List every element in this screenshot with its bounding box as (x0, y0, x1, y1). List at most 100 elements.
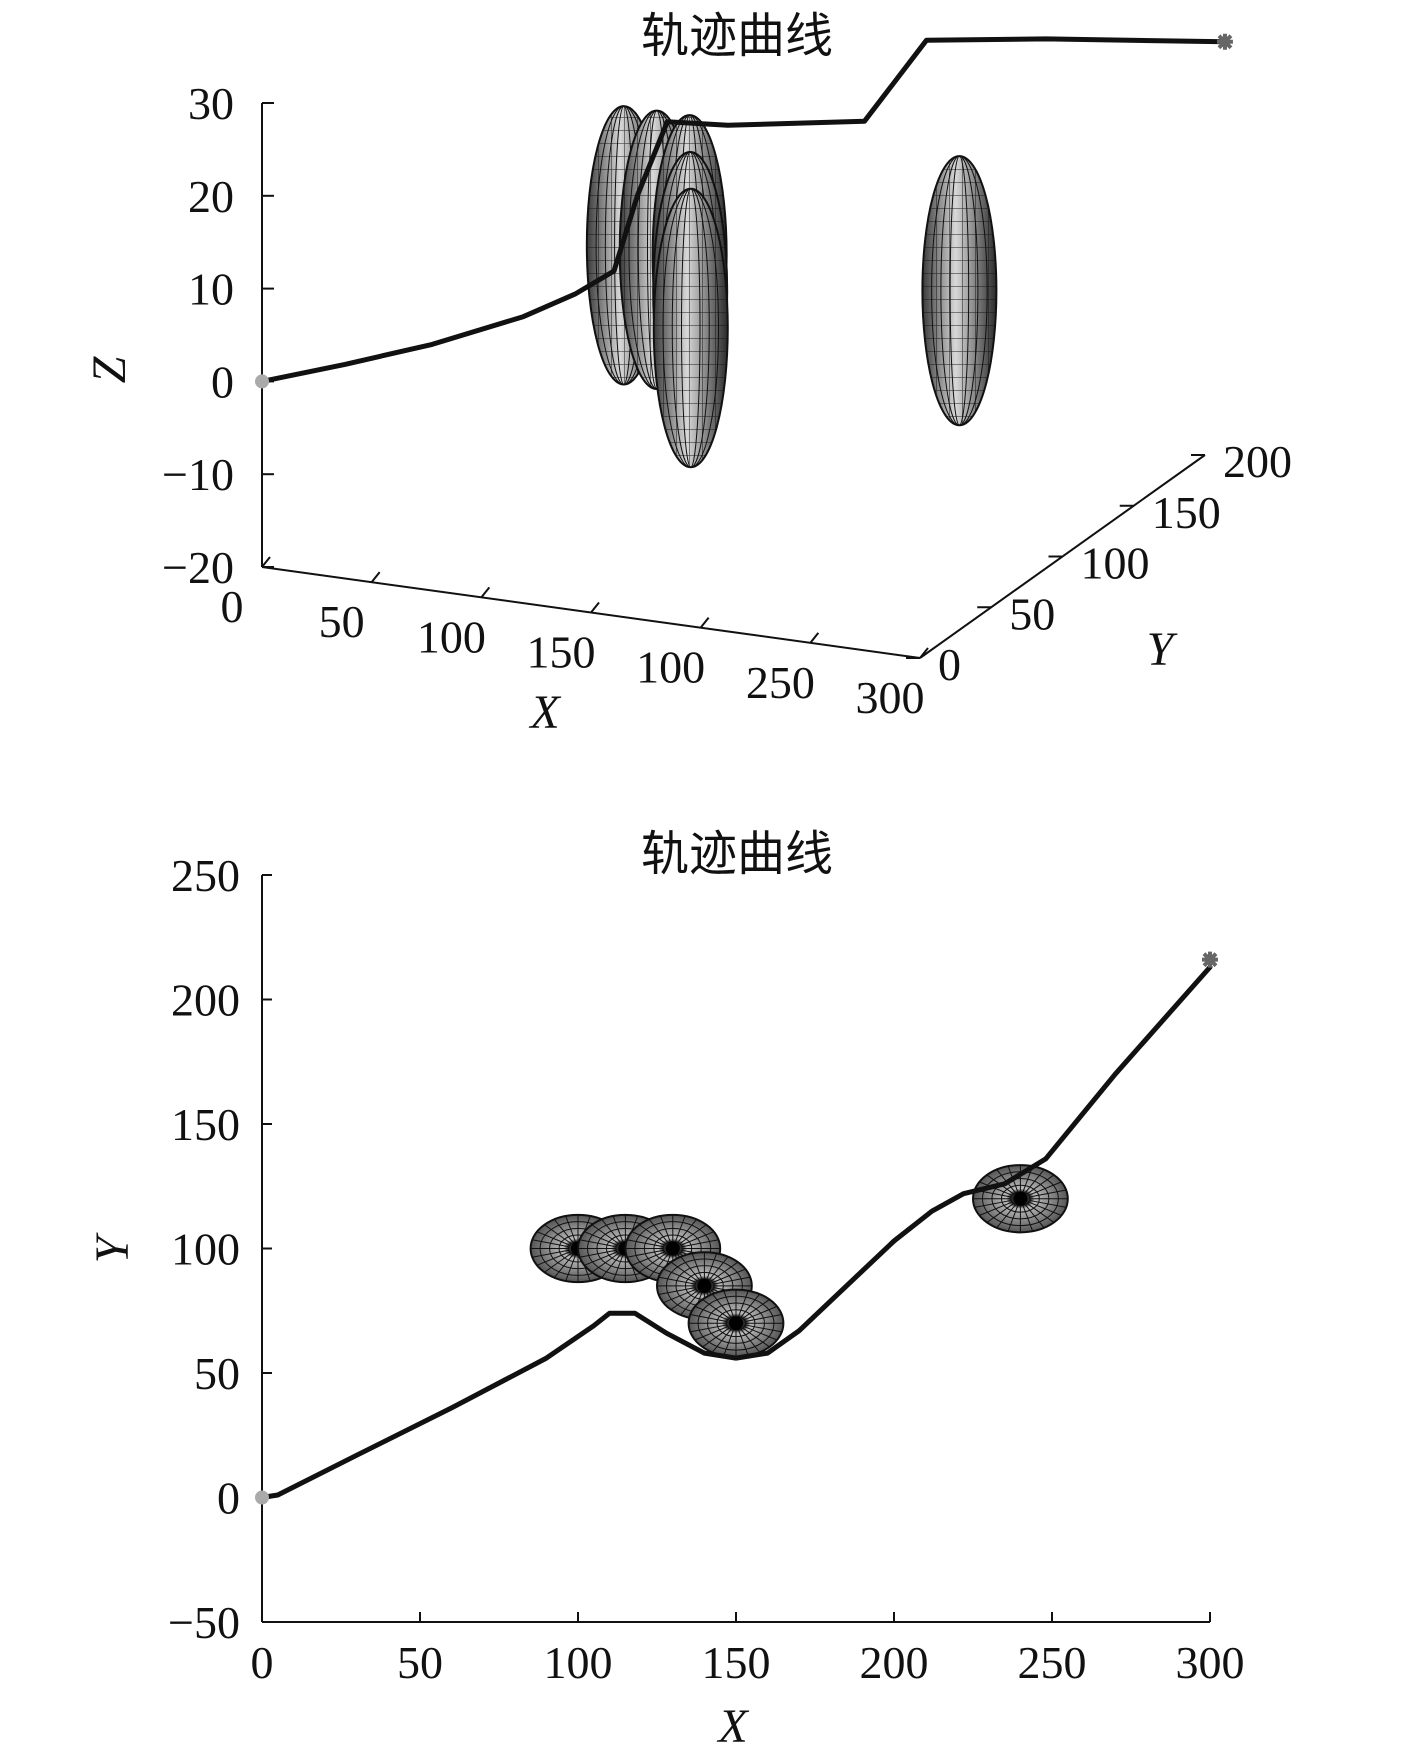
obstacle-center (665, 1241, 680, 1256)
obstacle-disc-spoke (711, 1328, 732, 1353)
y-axis-label-2d: Y (86, 1232, 139, 1263)
x-tick-label: 0 (251, 1637, 274, 1688)
x-tick-label-3d: 0 (221, 581, 244, 632)
obstacle-disc-spoke (1024, 1169, 1045, 1194)
obstacle-disc-spoke (680, 1256, 701, 1281)
obstacle-disc-spoke (1028, 1181, 1062, 1196)
chart-2d-series (255, 951, 1218, 1505)
x-tick-mark-3d (699, 617, 710, 629)
obstacle-disc-spoke (579, 1249, 617, 1258)
obstacle-disc-spoke (565, 1254, 577, 1282)
goal-marker-3d (1216, 33, 1233, 50)
x-axis-label-3d: X (528, 686, 561, 739)
x-tick-mark-3d (261, 556, 271, 568)
obstacle-disc-spoke (584, 1231, 618, 1246)
obstacle-center (697, 1278, 712, 1293)
x-tick-label-3d: 150 (527, 627, 596, 678)
obstacle-disc (687, 1288, 785, 1358)
obstacle-ellipsoid (652, 187, 729, 469)
y-tick-label: −50 (168, 1597, 240, 1648)
obstacle-disc-spoke (626, 1239, 664, 1248)
obstacle-disc-spoke (708, 1256, 729, 1281)
x-tick-label: 300 (1176, 1637, 1245, 1688)
obstacle-disc-spoke (674, 1215, 686, 1243)
x-tick-mark-3d (590, 601, 600, 614)
chart-2d-obstacles (529, 1164, 1069, 1358)
obstacle-disc-spoke (691, 1253, 703, 1280)
obstacle-disc-spoke (702, 1299, 730, 1319)
z-tick-label: 30 (188, 78, 234, 129)
obstacle-disc-spoke (601, 1219, 622, 1243)
obstacle-disc-spoke (740, 1293, 761, 1318)
chart-3d-title: 轨迹曲线 (641, 10, 833, 63)
obstacle-disc-spoke (740, 1328, 761, 1353)
z-tick-label: 10 (188, 264, 234, 315)
obstacle-disc-spoke (601, 1254, 622, 1278)
obstacle-disc-spoke (996, 1204, 1017, 1229)
x-tick-label-3d: 250 (746, 657, 815, 708)
obstacle-disc-spoke (1029, 1189, 1067, 1198)
obstacle-disc-spoke (553, 1219, 574, 1243)
obstacle-disc-spoke (710, 1261, 739, 1282)
y-tick-label: 0 (217, 1473, 240, 1524)
obstacle-disc-spoke (648, 1254, 669, 1278)
obstacle-disc-spoke (737, 1290, 749, 1317)
x-tick-label: 100 (544, 1637, 613, 1688)
x-tick-label-3d: 100 (636, 642, 705, 693)
obstacle-disc-spoke (670, 1290, 698, 1311)
obstacle-disc-spoke (663, 1288, 697, 1304)
chart-3d-axes (261, 103, 1206, 659)
obstacle-disc-spoke (723, 1290, 735, 1317)
obstacle-disc-spoke (660, 1215, 671, 1243)
obstacle-disc-spoke (712, 1268, 746, 1283)
obstacle-disc-spoke (711, 1293, 732, 1318)
y-tick-label: 100 (171, 1224, 240, 1275)
obstacle-disc-spoke (631, 1231, 665, 1246)
x-tick-label: 250 (1018, 1637, 1087, 1688)
obstacle-disc-spoke (1022, 1205, 1034, 1232)
z-tick-label: −20 (162, 542, 234, 593)
obstacle-disc-spoke (694, 1326, 728, 1341)
goal-marker (1202, 951, 1218, 968)
obstacle-disc-spoke (1007, 1205, 1019, 1232)
obstacle-disc-spoke (694, 1305, 728, 1321)
x-tick-label-3d: 50 (319, 596, 365, 647)
obstacle-disc-spoke (565, 1215, 577, 1243)
obstacle-disc-spoke (536, 1251, 570, 1266)
obstacle-disc-spoke (677, 1219, 697, 1243)
x-tick-mark-3d (919, 647, 929, 659)
x-tick-label: 150 (702, 1637, 771, 1688)
y-tick-label-3d: 0 (938, 639, 961, 690)
obstacle-disc-spoke (658, 1276, 696, 1285)
obstacle-disc-spoke (1026, 1203, 1055, 1223)
obstacle-disc-spoke (690, 1314, 727, 1322)
z-tick-label: 20 (188, 171, 234, 222)
y-tick-label: 150 (171, 1099, 240, 1150)
start-marker (255, 1490, 269, 1505)
trajectory-line (259, 964, 1213, 1500)
chart-2d-title: 轨迹曲线 (641, 828, 833, 881)
obstacle-disc-spoke (979, 1201, 1013, 1216)
obstacle-disc-spoke (745, 1324, 782, 1333)
obstacle-disc-spoke (663, 1268, 697, 1283)
obstacle-disc-spoke (579, 1239, 617, 1248)
chart-3d-obstacles (585, 105, 998, 469)
obstacle-disc-spoke (648, 1219, 669, 1243)
start-marker-3d (255, 374, 269, 389)
trajectory-line-3d (259, 36, 1228, 384)
obstacle-disc-spoke (713, 1276, 751, 1285)
x-tick-label: 50 (397, 1637, 443, 1688)
x-tick-label: 200 (860, 1637, 929, 1688)
obstacle-center (1013, 1191, 1028, 1206)
x-axis-label-2d: X (716, 1700, 749, 1749)
obstacle-disc-spoke (1024, 1204, 1045, 1229)
obstacle-ellipsoid (921, 155, 998, 427)
obstacle-disc-spoke (553, 1254, 574, 1278)
obstacle-disc-spoke (670, 1261, 698, 1282)
obstacle-disc-spoke (1028, 1201, 1062, 1216)
obstacle-disc-spoke (658, 1287, 696, 1296)
x-tick-mark-3d (480, 586, 491, 598)
